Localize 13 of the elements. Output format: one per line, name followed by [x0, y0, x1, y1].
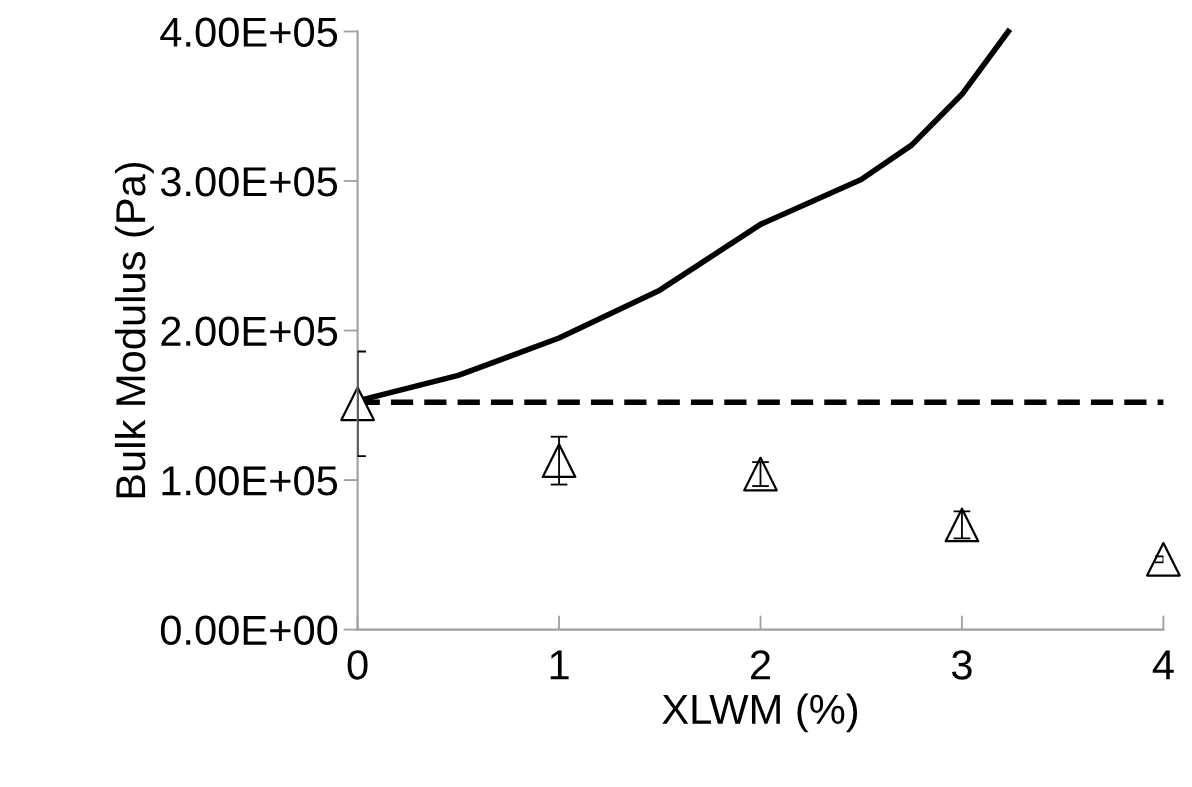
x-tick-label: 2: [751, 650, 770, 680]
x-tick-label: 3: [951, 650, 972, 680]
y-tick-label: 1.00E+05: [162, 466, 338, 496]
y-tick-label: 0.00E+00: [160, 615, 338, 646]
y-tick-label: 2.00E+05: [161, 316, 338, 347]
x-tick-label: 0: [347, 650, 368, 680]
y-tick-label: 4.00E+05: [160, 17, 338, 47]
x-tick-label: 4: [1152, 650, 1174, 680]
x-tick-label: 1: [550, 650, 569, 680]
y-tick-label: 3.00E+05: [160, 167, 338, 197]
point: [1146, 541, 1181, 577]
x-axis-title: XLWM (%): [662, 693, 858, 733]
y-axis-title: Bulk Modulus (Pa): [114, 162, 154, 498]
